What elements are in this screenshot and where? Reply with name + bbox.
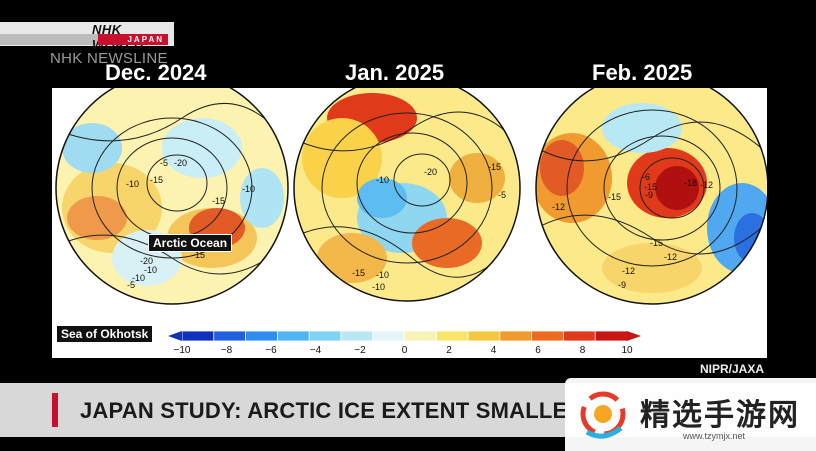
contour-label: -20 — [140, 256, 153, 266]
colorbar-cell — [435, 330, 469, 342]
colorbar-cell — [594, 330, 628, 342]
contour-label: -5 — [498, 190, 506, 200]
headline-text: JAPAN STUDY: ARCTIC ICE EXTENT SMALLE — [80, 398, 568, 423]
contour-label: -12 — [664, 252, 677, 262]
contour-label: -10 — [376, 270, 389, 280]
contour-label: -20 — [174, 158, 187, 168]
contour-label: -15 — [212, 196, 225, 206]
contour-label: -12 — [622, 266, 635, 276]
banner-accent — [52, 393, 58, 427]
map-title-jan-2025: Jan. 2025 — [345, 60, 445, 85]
contour-label: -15 — [192, 250, 205, 260]
colorbar-cell — [276, 330, 311, 342]
colorbar-cell — [245, 330, 279, 342]
colorbar-max-arrow — [627, 331, 641, 341]
contour-label: -6 — [642, 172, 650, 182]
colorbar-cell — [404, 330, 438, 342]
map-title-dec-2024: Dec. 2024 — [105, 60, 207, 85]
sea-of-okhotsk-label: Sea of Okhotsk — [56, 325, 154, 343]
contour-label: -15 — [644, 182, 657, 192]
map-panel: -5 -20 -15 -10 -10 -15 -15 -10 -20 -10 -… — [52, 88, 767, 358]
colorbar-tick-label: −4 — [310, 345, 322, 356]
program-name: NHK NEWSLINE — [50, 50, 168, 67]
watermark-title: 精选手游网 — [640, 398, 800, 433]
contour-labels: -5 -20 -15 -10 -10 -15 -15 -10 -20 -10 -… — [126, 158, 713, 292]
contour-label: -10 — [376, 175, 389, 185]
map-title-feb-2025: Feb. 2025 — [592, 60, 693, 85]
watermark-box — [565, 378, 816, 451]
colorbar-cell — [372, 330, 406, 342]
colorbar-min-arrow — [168, 331, 182, 341]
polar-map-jan-2025 — [293, 88, 521, 302]
contour-label: -18 — [684, 178, 697, 188]
contour-label: -9 — [618, 280, 626, 290]
watermark-logo-icon — [580, 391, 626, 439]
contour-label: -9 — [645, 190, 653, 200]
colorbar-cell — [340, 330, 374, 342]
contour-label: -15 — [650, 238, 663, 248]
colorbar-cell — [531, 330, 565, 342]
colorbar-tick-label: 6 — [535, 345, 541, 356]
watermark-url: www.tzymjx.net — [683, 431, 746, 441]
colorbar-tick-label: −8 — [221, 345, 233, 356]
contour-label: -12 — [700, 180, 713, 190]
colorbar-tick-label: 10 — [621, 345, 633, 356]
contour-label: -12 — [552, 202, 565, 212]
contour-label: -10 — [144, 265, 157, 275]
contour-label: -15 — [150, 175, 163, 185]
contour-label: -5 — [160, 158, 168, 168]
colorbar-cell — [499, 330, 533, 342]
colorbar-cell — [467, 330, 501, 342]
contour-label: -10 — [242, 184, 255, 194]
nhk-world-logo: NHK WORLD JAPAN — [0, 22, 174, 52]
contour-label: -10 — [132, 273, 145, 283]
logo-bar — [0, 34, 100, 45]
colorbar-cell — [308, 330, 342, 342]
colorbar-tick-label: 4 — [491, 345, 497, 356]
contour-label: -20 — [424, 167, 437, 177]
colorbar-tick-label: 8 — [580, 345, 586, 356]
contour-label: -15 — [608, 192, 621, 202]
colorbar-tick-label: −10 — [174, 345, 191, 356]
colorbar: −10 −8 −6 −4 −2 0 2 4 6 8 10 — [168, 330, 641, 356]
contour-label: -10 — [372, 282, 385, 292]
colorbar-tick-label: 2 — [446, 345, 452, 356]
colorbar-cell — [213, 330, 247, 342]
logo-sub-text: JAPAN — [98, 34, 168, 45]
arctic-ocean-label: Arctic Ocean — [148, 234, 233, 252]
contour-label: -5 — [127, 280, 135, 290]
colorbar-cell — [181, 330, 215, 342]
colorbar-tick-label: 0 — [402, 345, 408, 356]
contour-label: -15 — [488, 162, 501, 172]
colorbar-cell — [563, 330, 597, 342]
contour-label: -10 — [126, 179, 139, 189]
colorbar-tick-label: −6 — [265, 345, 277, 356]
polar-maps-figure: -5 -20 -15 -10 -10 -15 -15 -10 -20 -10 -… — [55, 88, 767, 356]
polar-map-dec-2024 — [55, 88, 289, 305]
colorbar-tick-label: −2 — [354, 345, 366, 356]
contour-label: -15 — [352, 268, 365, 278]
image-credit: NIPR/JAXA — [699, 362, 764, 376]
